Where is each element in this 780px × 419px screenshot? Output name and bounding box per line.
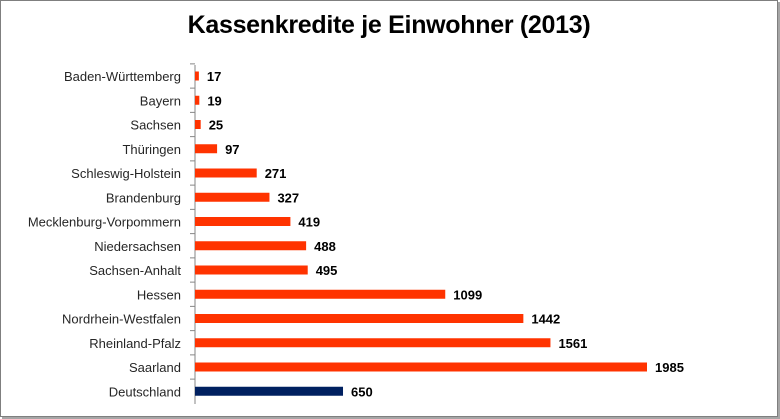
data-label: 1985 — [655, 360, 684, 375]
bar — [195, 192, 270, 202]
bar — [195, 144, 218, 154]
category-label: Mecklenburg-Vorpommern — [28, 215, 181, 230]
data-label: 271 — [265, 166, 287, 181]
bar — [195, 217, 291, 226]
category-label: Deutschland — [109, 384, 181, 399]
data-label: 97 — [225, 142, 239, 157]
category-label: Sachsen-Anhalt — [89, 263, 181, 278]
category-label: Brandenburg — [106, 190, 181, 205]
category-label: Thüringen — [122, 142, 181, 157]
category-label: Hessen — [137, 287, 181, 302]
data-label: 650 — [351, 384, 373, 399]
category-label: Nordrhein-Westfalen — [62, 312, 181, 327]
data-label: 1561 — [558, 336, 587, 351]
data-label: 17 — [207, 69, 221, 84]
category-label: Bayern — [140, 93, 181, 108]
category-label: Baden-Württemberg — [64, 69, 181, 84]
bar — [195, 168, 257, 178]
bar — [195, 289, 446, 299]
bar — [195, 338, 551, 348]
data-label: 488 — [314, 239, 336, 254]
data-label: 1099 — [453, 287, 482, 302]
data-label: 495 — [316, 263, 338, 278]
bar — [195, 71, 199, 81]
bar — [195, 386, 344, 396]
data-label: 327 — [277, 190, 299, 205]
bar — [195, 120, 201, 129]
bar — [195, 265, 308, 275]
data-label: 419 — [298, 215, 320, 230]
bar — [195, 241, 307, 251]
bar — [195, 95, 200, 105]
data-label: 25 — [209, 118, 223, 133]
bar — [195, 362, 647, 372]
bar — [195, 314, 524, 323]
category-label: Niedersachsen — [94, 239, 181, 254]
category-label: Rheinland-Pfalz — [89, 336, 181, 351]
category-label: Schleswig-Holstein — [71, 166, 181, 181]
category-label: Sachsen — [130, 118, 181, 133]
data-label: 19 — [207, 93, 221, 108]
chart-title: Kassenkredite je Einwohner (2013) — [187, 11, 591, 39]
data-label: 1442 — [531, 312, 560, 327]
category-label: Saarland — [129, 360, 181, 375]
